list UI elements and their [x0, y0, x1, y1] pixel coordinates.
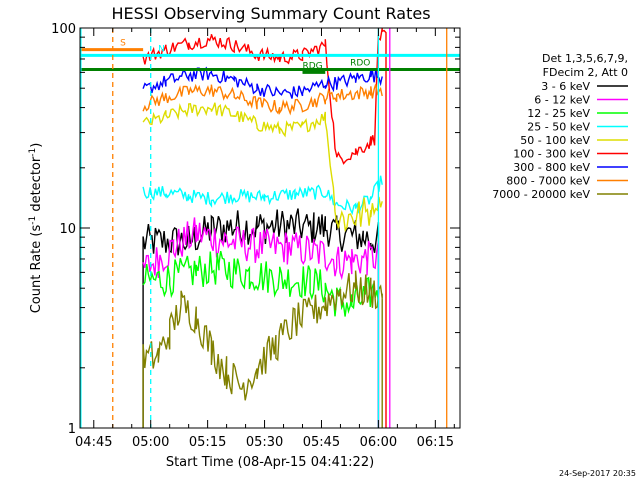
- y-axis-label-mid: detector: [29, 156, 44, 216]
- x-tick-label-3: 05:15: [189, 435, 226, 450]
- flag-label-n: N: [158, 44, 165, 54]
- series-line-6: [142, 28, 387, 428]
- flag-label-rdo: RDO: [350, 59, 370, 69]
- x-tick-label-7: 06:15: [417, 435, 454, 450]
- y-axis-label-sup1: -1: [28, 216, 38, 225]
- x-tick-label-4: 05:30: [246, 435, 283, 450]
- plot-area: S N RDO RDG: [79, 27, 461, 429]
- x-axis-label: Start Time (08-Apr-15 04:41:22): [166, 455, 374, 470]
- timestamp: 24-Sep-2017 20:35: [559, 469, 636, 478]
- legend-entry-5: 50 - 100 keV: [520, 134, 590, 147]
- series-layer: [142, 28, 387, 428]
- legend-entry-1: 3 - 6 keV: [541, 80, 590, 93]
- x-tick-label-6: 06:00: [360, 435, 397, 450]
- legend-header-line-2: FDecim 2, Att 0: [543, 66, 628, 79]
- series-line-3: [142, 250, 380, 317]
- chart-title: HESSI Observing Summary Count Rates: [111, 4, 430, 23]
- series-line-4: [142, 175, 383, 216]
- y-axis-label-end: ): [29, 143, 44, 148]
- x-tick-label-2: 05:00: [132, 435, 169, 450]
- legend-entry-4: 25 - 50 keV: [527, 121, 590, 134]
- y-axis-label-main: Count Rate (s: [29, 225, 44, 314]
- y-tick-label-3: 100: [51, 22, 76, 37]
- y-axis: 1 10 100: [51, 22, 460, 437]
- x-tick-label-5: 05:45: [303, 435, 340, 450]
- x-tick-label-1: 04:45: [75, 435, 112, 450]
- y-axis-label-sup2: -1: [28, 148, 38, 157]
- legend: Det 1,3,5,6,7,9, FDecim 2, Att 0 3 - 6 k…: [492, 52, 628, 201]
- legend-entry-6: 100 - 300 keV: [513, 148, 590, 161]
- y-axis-label: Count Rate (s-1 detector-1): [28, 143, 44, 314]
- legend-entry-7: 300 - 800 keV: [513, 161, 590, 174]
- x-axis: 04:45 05:00 05:15 05:30 05:45 06:00 06:15: [75, 28, 455, 450]
- flag-label-rdg: RDG: [303, 61, 323, 71]
- series-line-2: [142, 217, 380, 428]
- series-line-9: [142, 270, 383, 428]
- y-tick-label-1: 1: [68, 422, 76, 437]
- legend-entry-8: 800 - 7000 keV: [506, 175, 590, 188]
- legend-entry-9: 7000 - 20000 keV: [492, 188, 590, 201]
- series-line-8: [142, 83, 383, 116]
- legend-entry-2: 6 - 12 keV: [534, 94, 590, 107]
- flag-label-s: S: [120, 39, 126, 49]
- series-line-5: [142, 102, 383, 233]
- series-line-7: [142, 66, 383, 99]
- legend-entry-3: 12 - 25 keV: [527, 107, 590, 120]
- y-tick-label-2: 10: [59, 222, 76, 237]
- legend-header-line-1: Det 1,3,5,6,7,9,: [542, 52, 628, 65]
